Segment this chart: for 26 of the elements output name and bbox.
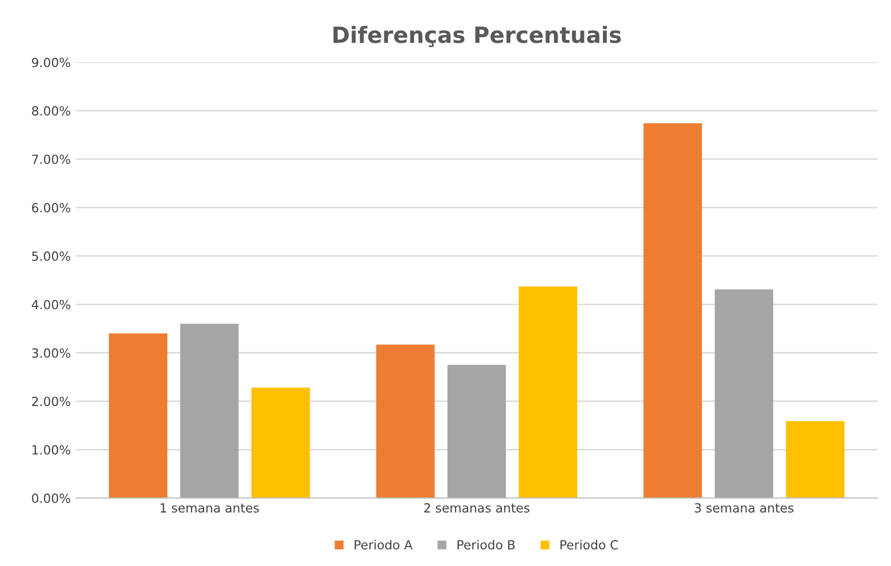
y-tick-label: 4.00%: [32, 300, 70, 310]
legend-label: Periodo B: [458, 540, 515, 550]
y-tick-label: 7.00%: [32, 154, 70, 164]
legend-label: Periodo C: [560, 540, 618, 550]
chart-title: Diferenças Percentuais: [334, 26, 621, 48]
y-tick-label: 3.00%: [32, 348, 70, 358]
y-tick-label: 0.00%: [32, 494, 70, 504]
bar: [251, 388, 310, 498]
x-tick-label: 3 semana antes: [694, 503, 794, 513]
y-tick-label: 1.00%: [32, 445, 70, 455]
x-tick-label: 1 semana antes: [160, 503, 259, 513]
bar: [518, 286, 578, 498]
bar: [447, 364, 506, 498]
bar: [643, 123, 702, 498]
y-tick-label: 8.00%: [32, 106, 70, 116]
bar: [376, 344, 435, 498]
y-tick-label: 9.00%: [32, 58, 70, 68]
x-tick-label: 2 semanas antes: [424, 503, 530, 513]
bar: [108, 333, 168, 498]
bar: [786, 421, 844, 498]
y-tick-label: 6.00%: [32, 203, 70, 212]
bar: [180, 324, 239, 498]
bar: [714, 289, 774, 498]
legend-label: Periodo A: [354, 540, 413, 550]
y-tick-label: 5.00%: [32, 251, 70, 261]
y-tick-label: 2.00%: [32, 396, 70, 406]
